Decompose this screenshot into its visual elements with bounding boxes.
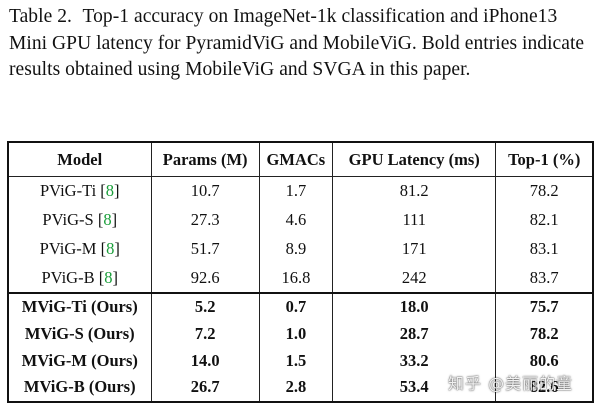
cell-gmacs: 1.5 [258, 347, 333, 374]
citation-bracket-open: [ [100, 181, 106, 201]
table-caption: Table 2. Top-1 accuracy on ImageNet-1k c… [9, 4, 593, 84]
header-top1: Top-1 (%) [495, 142, 593, 177]
citation-bracket-open: [ [97, 210, 104, 230]
cell-top1: 82.1 [495, 205, 593, 235]
citation-bracket-open: [ [100, 238, 107, 258]
header-row: Model Params (M) GMACs GPU Latency (ms) … [8, 142, 593, 177]
cell-params: 51.7 [150, 234, 260, 264]
cell-params: 27.3 [150, 205, 260, 235]
cell-model: PViG-B [8] [8, 263, 151, 293]
cell-latency: 28.7 [331, 320, 496, 348]
cell-top1: 75.7 [495, 292, 593, 321]
model-name: PViG-Ti [39, 181, 97, 201]
cell-latency: 81.2 [331, 176, 496, 206]
table-row: PViG-S [8] 27.3 4.6 111 82.1 [8, 205, 593, 235]
cell-params: 26.7 [150, 373, 260, 402]
cell-gmacs: 1.7 [258, 176, 333, 206]
model-name: PViG-S [42, 210, 94, 230]
cell-params: 14.0 [150, 347, 260, 374]
table-row: PViG-M [8] 51.7 8.9 171 83.1 [8, 234, 593, 264]
header-model: Model [8, 142, 151, 177]
table-row: MViG-S (Ours) 7.2 1.0 28.7 78.2 [8, 320, 593, 348]
cell-model: PViG-Ti [8] [8, 177, 151, 206]
cell-model: PViG-M [8] [8, 235, 151, 264]
cell-top1: 83.7 [495, 263, 593, 294]
citation-link[interactable]: 8 [105, 181, 115, 201]
table-row: MViG-M (Ours) 14.0 1.5 33.2 80.6 [8, 347, 593, 374]
caption-label: Table 2. [9, 6, 72, 27]
table-row: PViG-B [8] 92.6 16.8 242 83.7 [8, 263, 593, 294]
table-header: Model Params (M) GMACs GPU Latency (ms) … [8, 142, 593, 177]
citation-link[interactable]: 8 [103, 210, 112, 230]
cell-model: MViG-B (Ours) [23, 377, 136, 397]
cell-top1: 78.2 [495, 320, 593, 348]
caption-text: Top-1 accuracy on ImageNet-1k classifica… [9, 6, 585, 80]
cell-params: 92.6 [150, 263, 260, 294]
results-table: Model Params (M) GMACs GPU Latency (ms) … [7, 141, 594, 403]
cell-params: 5.2 [150, 292, 260, 321]
citation-bracket-open: [ [98, 267, 105, 287]
table-row: MViG-B (Ours) 26.7 2.8 53.4 82.6 [8, 373, 593, 402]
cell-top1: 78.2 [495, 176, 593, 206]
citation-link[interactable]: 8 [106, 238, 115, 258]
cell-model: MViG-S (Ours) [24, 324, 135, 344]
citation-bracket-close: ] [111, 210, 118, 230]
cell-top1: 82.6 [495, 373, 593, 402]
cell-top1: 80.6 [495, 347, 593, 374]
header-params: Params (M) [150, 142, 260, 177]
cell-model: MViG-M (Ours) [21, 350, 138, 370]
header-latency: GPU Latency (ms) [331, 142, 496, 177]
cell-gmacs: 2.8 [258, 373, 333, 402]
header-gmacs: GMACs [258, 142, 333, 177]
table-row: MViG-Ti (Ours) 5.2 0.7 18.0 75.7 [8, 292, 593, 321]
cell-latency: 33.2 [331, 347, 496, 374]
cell-params: 10.7 [150, 176, 260, 206]
cell-latency: 53.4 [331, 373, 496, 402]
cell-latency: 111 [331, 205, 496, 235]
model-name: PViG-B [41, 267, 95, 287]
cell-latency: 18.0 [331, 292, 496, 321]
cell-model: MViG-Ti (Ours) [8, 292, 151, 321]
table-body: PViG-Ti [8] 10.7 1.7 81.2 78.2 PViG-S [8… [8, 176, 593, 402]
cell-latency: 242 [331, 263, 496, 294]
model-name: PViG-M [39, 238, 97, 258]
citation-bracket-close: ] [114, 238, 120, 258]
cell-params: 7.2 [150, 320, 260, 348]
cell-model: PViG-S [8] [8, 206, 151, 235]
cell-gmacs: 1.0 [258, 320, 333, 348]
citation-link[interactable]: 8 [104, 267, 113, 287]
cell-gmacs: 0.7 [258, 292, 333, 321]
table-row: PViG-Ti [8] 10.7 1.7 81.2 78.2 [8, 176, 593, 206]
cell-top1: 83.1 [495, 234, 593, 264]
citation-bracket-close: ] [114, 181, 120, 201]
cell-gmacs: 16.8 [258, 263, 333, 294]
cell-gmacs: 4.6 [258, 205, 333, 235]
cell-gmacs: 8.9 [258, 234, 333, 264]
cell-latency: 171 [331, 234, 496, 264]
citation-bracket-close: ] [112, 267, 118, 287]
